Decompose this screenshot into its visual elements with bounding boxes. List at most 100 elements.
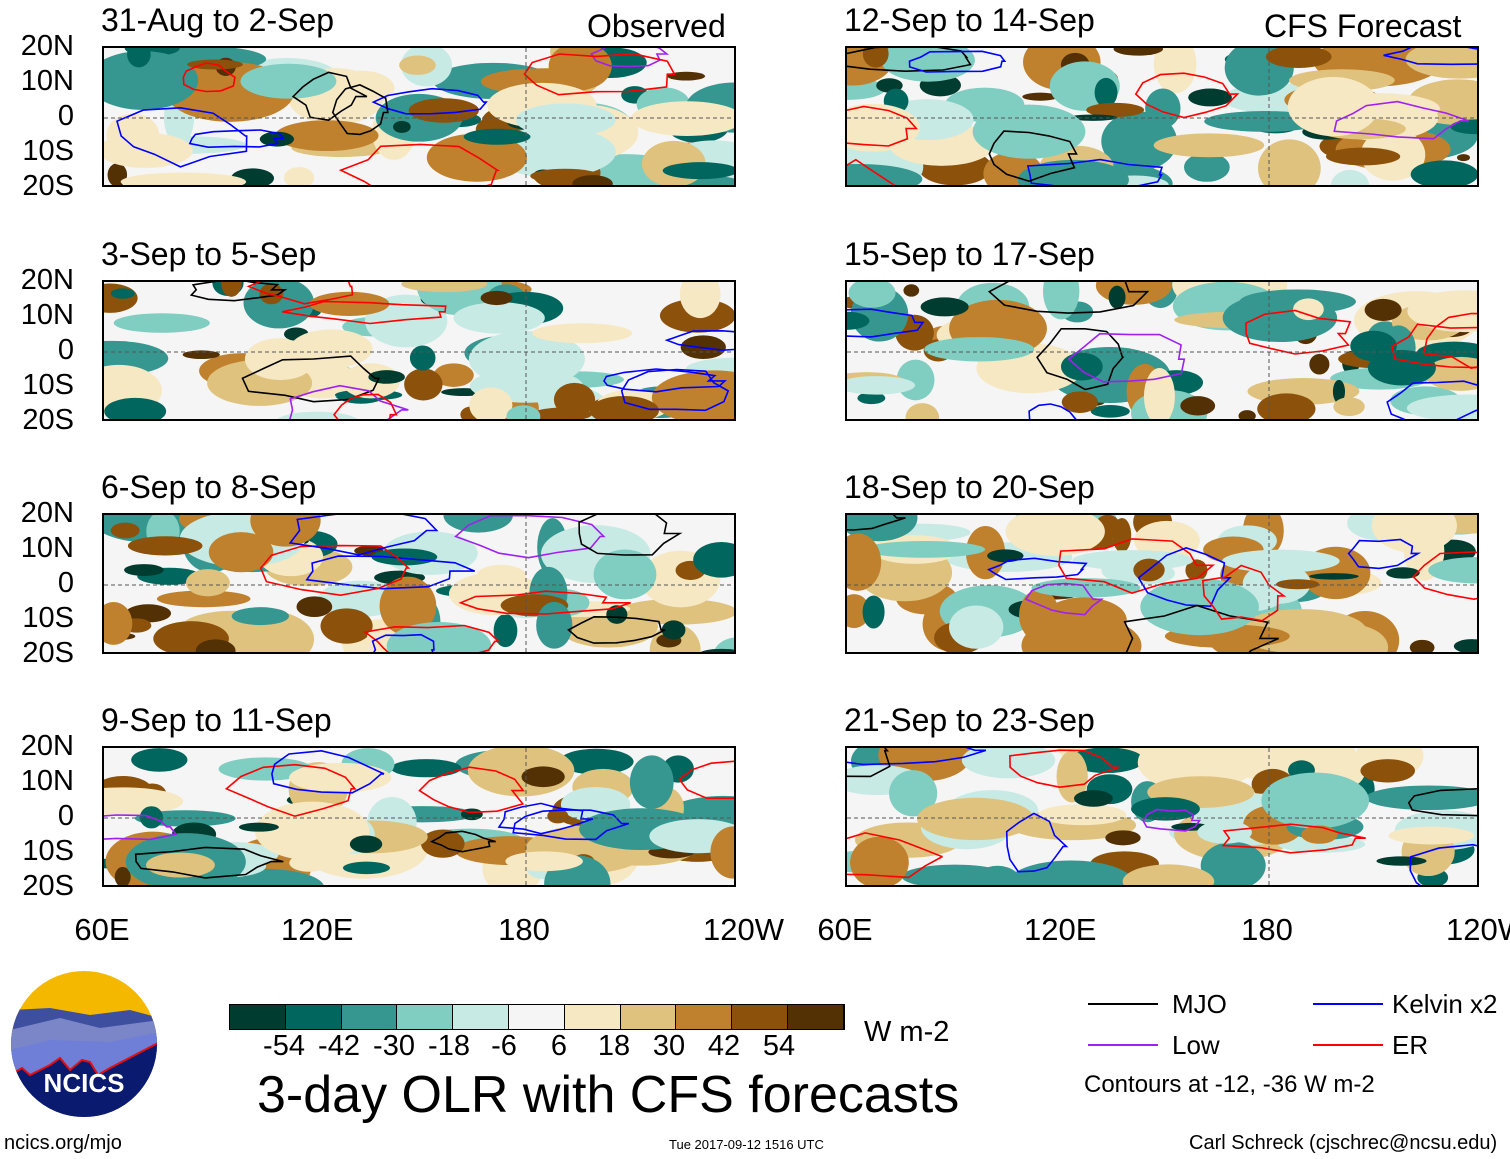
wave-contour	[847, 48, 972, 73]
lat-label: 10N	[20, 765, 74, 797]
panel-title: 18-Sep to 20-Sep	[844, 469, 1095, 505]
colorbar-swatch	[564, 1005, 621, 1029]
olr-anomaly-blob	[593, 549, 657, 600]
wave-contour	[1005, 812, 1069, 873]
lat-label: 0	[57, 334, 74, 366]
wave-contour	[418, 766, 525, 814]
olr-anomaly-blob	[1238, 410, 1256, 419]
olr-anomaly-blob	[949, 605, 1004, 649]
wave-contour	[104, 814, 178, 841]
olr-anomaly-blob	[182, 350, 220, 360]
olr-anomaly-blob	[693, 541, 734, 578]
lat-label: 10S	[22, 135, 74, 167]
wave-contour	[338, 143, 501, 185]
olr-anomaly-blob	[1265, 48, 1332, 69]
olr-anomaly-blob	[1257, 393, 1316, 419]
olr-anomaly-blob	[1038, 804, 1127, 826]
olr-anomaly-blob	[238, 822, 279, 832]
olr-anomaly-blob	[1022, 92, 1059, 101]
wave-contour	[246, 282, 354, 305]
colorbar-tick: 42	[707, 1030, 741, 1062]
olr-anomaly-blob	[1277, 835, 1366, 853]
colorbar-swatch	[397, 1005, 454, 1029]
olr-anomaly-blob	[114, 866, 131, 885]
lat-label: 0	[57, 800, 74, 832]
olr-anomaly-blob	[480, 290, 513, 306]
olr-anomaly-blob	[1386, 567, 1420, 579]
wave-contour	[116, 106, 248, 168]
lon-label: 120W	[1446, 912, 1510, 947]
olr-anomaly-blob	[1367, 350, 1436, 386]
olr-map-panel	[845, 46, 1479, 187]
olr-anomaly-blob	[408, 98, 479, 123]
panel-title: 9-Sep to 11-Sep	[101, 702, 332, 738]
legend-kelvin: Kelvin x2	[1392, 989, 1498, 1019]
olr-anomaly-blob	[104, 602, 133, 645]
olr-anomaly-blob	[536, 601, 573, 649]
wave-contour	[454, 515, 606, 559]
olr-anomaly-blob	[463, 128, 531, 145]
wave-contour	[1221, 823, 1366, 854]
olr-anomaly-blob	[1261, 772, 1370, 829]
timestamp: Tue 2017-09-12 1516 UTC	[669, 1137, 824, 1152]
olr-anomaly-blob	[401, 282, 488, 293]
website-link[interactable]: ncics.org/mjo	[4, 1132, 122, 1154]
colorbar-swatch	[620, 1005, 677, 1029]
colorbar-tick: 6	[550, 1030, 568, 1062]
olr-map-panel	[102, 513, 736, 654]
olr-anomaly-blob	[547, 808, 569, 824]
panel-title: 12-Sep to 14-Sep	[844, 2, 1095, 38]
olr-anomaly-blob	[342, 861, 391, 875]
olr-anomaly-blob	[1074, 790, 1113, 807]
olr-anomaly-blob	[532, 323, 633, 344]
lat-label: 10S	[22, 602, 74, 634]
olr-anomaly-blob	[1072, 550, 1194, 571]
wave-contour	[1383, 48, 1477, 66]
olr-anomaly-blob	[1131, 797, 1200, 821]
wave-contour	[847, 158, 896, 185]
olr-anomaly-blob	[1371, 515, 1457, 553]
olr-anomaly-blob	[679, 282, 721, 319]
lon-label: 60E	[74, 912, 130, 947]
olr-anomaly-blob	[862, 48, 889, 68]
olr-anomaly-blob	[848, 282, 896, 308]
lat-label: 20S	[22, 404, 74, 436]
wave-contour	[1026, 158, 1164, 185]
lat-label: 10S	[22, 835, 74, 867]
lat-label: 20S	[22, 170, 74, 202]
wave-contour	[567, 615, 666, 644]
lat-label: 10S	[22, 369, 74, 401]
colorbar-tick: 30	[652, 1030, 686, 1062]
wave-contour	[458, 590, 631, 615]
colorbar-tick: -54	[263, 1030, 305, 1062]
olr-anomaly-blob	[289, 329, 373, 369]
colorbar-swatch	[230, 1005, 286, 1029]
wave-contour	[305, 555, 476, 590]
legend-mjo: MJO	[1172, 989, 1227, 1019]
olr-anomaly-blob	[559, 748, 634, 775]
legend-er-line	[1313, 1044, 1383, 1046]
olr-anomaly-blob	[185, 569, 230, 597]
wave-contour	[188, 129, 285, 149]
olr-anomaly-blob	[469, 387, 513, 419]
olr-anomaly-blob	[606, 605, 628, 624]
olr-anomaly-blob	[1409, 639, 1435, 652]
wave-contour	[241, 355, 381, 403]
olr-anomaly-blob	[125, 604, 172, 623]
wave-contour	[1386, 380, 1477, 419]
observed-label: Observed	[587, 8, 726, 44]
wave-contour	[987, 282, 1150, 314]
olr-anomaly-blob	[1145, 88, 1181, 129]
panel-title: 21-Sep to 23-Sep	[844, 702, 1095, 738]
olr-anomaly-blob	[1332, 379, 1346, 404]
olr-anomaly-blob	[1293, 298, 1324, 321]
wave-contour	[988, 130, 1078, 183]
olr-anomaly-blob	[399, 55, 436, 75]
wave-contour	[847, 515, 906, 531]
wave-contour	[1028, 403, 1077, 419]
olr-anomaly-blob	[221, 282, 242, 297]
olr-anomaly-blob	[371, 548, 438, 566]
olr-anomaly-blob	[1122, 864, 1215, 885]
olr-anomaly-blob	[553, 382, 596, 417]
olr-anomaly-blob	[847, 376, 916, 395]
